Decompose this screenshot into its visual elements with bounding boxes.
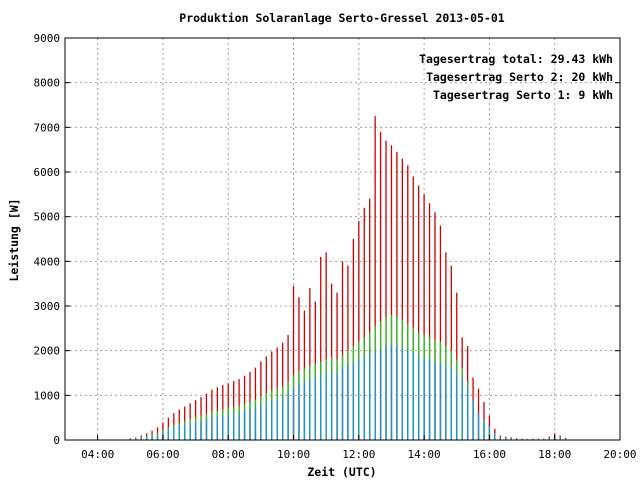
y-axis: 0 1000 2000 3000 4000 5000 6000 7000 8000 9000: [34, 32, 620, 447]
y-tick-label: 3000: [34, 300, 61, 313]
x-axis: 04:00 06:00 08:00 10:00 12:00 14:00 16:00 18:00…: [81, 435, 637, 461]
x-tick-label: 08:00: [212, 448, 245, 461]
x-tick-label: 10:00: [277, 448, 310, 461]
x-tick-label: 12:00: [342, 448, 375, 461]
y-tick-label: 1000: [34, 389, 61, 402]
legend-entry: Tagesertrag total: 29.43 kWh: [419, 52, 613, 66]
bar-marks: [129, 116, 567, 440]
y-tick-label: 5000: [34, 211, 61, 224]
x-tick-label: 20:00: [603, 448, 636, 461]
chart-title: Produktion Solaranlage Serto-Gressel 201…: [179, 11, 504, 25]
y-tick-label: 4000: [34, 255, 61, 268]
plot-frame: [64, 37, 621, 441]
x-tick-label: 04:00: [81, 448, 114, 461]
y-axis-label: Leistung [W]: [7, 198, 21, 281]
legend-entry: Tagesertrag Serto 2: 20 kWh: [426, 70, 613, 84]
x-axis-label: Zeit (UTC): [307, 465, 376, 479]
x-tick-label: 06:00: [146, 448, 179, 461]
legend: Tagesertrag total: 29.43 kWh Tagesertrag …: [419, 52, 613, 102]
x-tick-label: 18:00: [538, 448, 571, 461]
y-tick-label: 6000: [34, 166, 61, 179]
y-tick-label: 2000: [34, 345, 61, 358]
y-tick-label: 7000: [34, 121, 61, 134]
y-tick-label: 0: [53, 434, 60, 447]
y-tick-label: 9000: [34, 32, 61, 45]
x-tick-label: 16:00: [473, 448, 506, 461]
x-tick-label: 14:00: [408, 448, 441, 461]
legend-entry: Tagesertrag Serto 1: 9 kWh: [433, 88, 613, 102]
y-tick-label: 8000: [34, 77, 61, 90]
